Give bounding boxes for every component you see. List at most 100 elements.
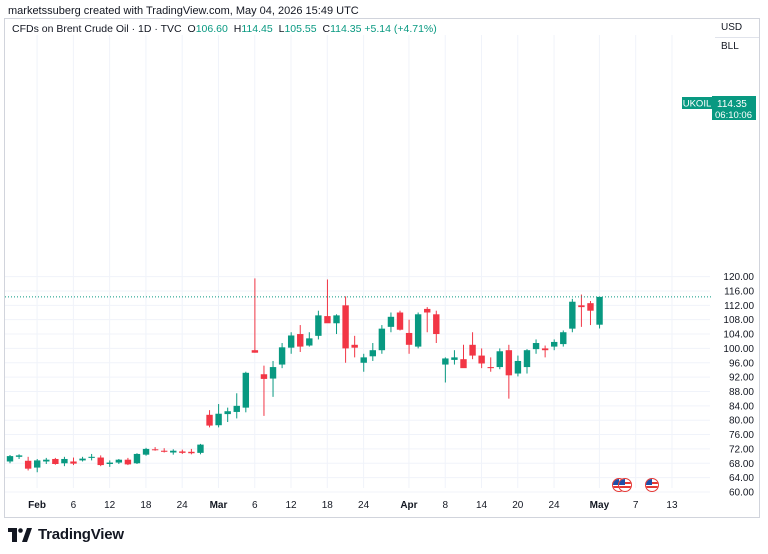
x-tick-label: 6 bbox=[252, 500, 258, 511]
candle-body bbox=[351, 344, 358, 348]
y-tick-label: 104.00 bbox=[723, 330, 754, 341]
candle-body bbox=[387, 316, 395, 327]
x-tick-label: 12 bbox=[285, 500, 297, 511]
brand-footer[interactable]: TradingView bbox=[8, 526, 124, 543]
x-tick-label: 20 bbox=[512, 500, 524, 511]
y-tick-label: 80.00 bbox=[729, 416, 754, 427]
candle-body bbox=[179, 451, 186, 453]
grid-lines bbox=[5, 35, 710, 493]
candle-body bbox=[233, 405, 240, 412]
candle-body bbox=[460, 359, 467, 369]
candle-body bbox=[6, 456, 14, 462]
candle-body bbox=[88, 456, 95, 458]
candle-body bbox=[160, 450, 168, 452]
candle-body bbox=[523, 350, 531, 368]
candle-body bbox=[306, 338, 313, 346]
candle-body bbox=[297, 334, 304, 347]
y-tick-label: 112.00 bbox=[724, 301, 754, 312]
x-tick-label: 12 bbox=[104, 500, 116, 511]
candle-body bbox=[260, 374, 268, 379]
candle-body bbox=[70, 461, 77, 464]
candles-layer bbox=[6, 278, 603, 473]
event-flag-icon[interactable] bbox=[618, 478, 632, 492]
credit-text: marketssuberg created with TradingView.c… bbox=[8, 5, 359, 17]
candle-body bbox=[278, 347, 286, 365]
open-value: 106.60 bbox=[195, 23, 228, 35]
price-tag-ticker-bg bbox=[682, 97, 712, 109]
candle-body bbox=[587, 303, 594, 311]
candle-body bbox=[333, 315, 340, 324]
candle-body bbox=[115, 459, 123, 463]
candle-body bbox=[578, 305, 585, 308]
price-axis[interactable]: 60.00 64.00 68.00 72.00 76.00 80.00 84.00 88.00… bbox=[723, 272, 754, 498]
x-tick-label: 24 bbox=[548, 500, 560, 511]
y-tick-label: 84.00 bbox=[729, 401, 754, 412]
candle-body bbox=[424, 308, 431, 313]
x-tick-label: 7 bbox=[633, 500, 639, 511]
candle-body bbox=[124, 459, 132, 465]
price-tag: UKOIL 114.35 06:10:06 bbox=[682, 96, 756, 121]
unit-label[interactable]: BLL bbox=[721, 41, 739, 52]
chart-frame bbox=[4, 18, 760, 518]
price-tag-bg bbox=[712, 96, 756, 120]
symbol-title[interactable]: CFDs on Brent Crude Oil · 1D · TVC bbox=[12, 23, 182, 35]
candle-body bbox=[52, 458, 59, 464]
x-tick-label: May bbox=[590, 500, 610, 511]
candle-body bbox=[487, 367, 494, 369]
y-tick-label: 96.00 bbox=[729, 358, 754, 369]
x-tick-label: Mar bbox=[210, 500, 228, 511]
candle-body bbox=[496, 351, 503, 368]
candle-body bbox=[478, 355, 485, 364]
candle-body bbox=[43, 459, 50, 462]
candle-body bbox=[142, 448, 150, 455]
currency-selector[interactable]: USD BLL bbox=[715, 19, 759, 61]
candle-body bbox=[514, 360, 522, 374]
candle-body bbox=[151, 449, 159, 451]
x-tick-label: 18 bbox=[322, 500, 334, 511]
candle-body bbox=[61, 458, 68, 464]
candle-body bbox=[433, 314, 440, 335]
tradingview-logo-icon bbox=[8, 527, 32, 542]
symbol-legend: CFDs on Brent Crude Oil · 1D · TVC O106.… bbox=[12, 23, 437, 35]
open-label: O bbox=[187, 23, 196, 35]
candle-body bbox=[188, 451, 195, 454]
x-tick-label: 18 bbox=[140, 500, 152, 511]
price-tag-countdown: 06:10:06 bbox=[715, 110, 752, 121]
close-value: 114.35 bbox=[330, 23, 362, 35]
low-label: L bbox=[278, 23, 285, 35]
x-tick-label: Feb bbox=[28, 500, 46, 511]
x-tick-label: 24 bbox=[358, 500, 370, 511]
candle-body bbox=[133, 453, 141, 464]
x-tick-label: Apr bbox=[400, 500, 417, 511]
y-tick-label: 68.00 bbox=[729, 459, 754, 470]
candle-body bbox=[596, 296, 603, 325]
candle-body bbox=[24, 460, 32, 469]
x-tick-label: 24 bbox=[177, 500, 189, 511]
candle-body bbox=[451, 357, 458, 360]
candle-body bbox=[251, 350, 259, 353]
currency-label[interactable]: USD bbox=[721, 22, 743, 33]
y-tick-label: 100.00 bbox=[723, 344, 754, 355]
y-tick-label: 76.00 bbox=[729, 430, 754, 441]
candle-body bbox=[541, 348, 549, 351]
candle-body bbox=[469, 344, 476, 356]
price-tag-ticker: UKOIL bbox=[683, 99, 712, 110]
candle-body bbox=[215, 413, 222, 426]
event-flag-icon[interactable] bbox=[645, 478, 659, 492]
candle-body bbox=[414, 314, 422, 347]
candle-body bbox=[106, 462, 113, 464]
candle-body bbox=[170, 450, 177, 453]
time-axis[interactable]: Feb 6 12 18 24 Mar 6 12 18 24 Apr 8 14 20 24 May 7 13 bbox=[28, 500, 678, 511]
brand-name: TradingView bbox=[38, 526, 124, 543]
candle-body bbox=[97, 457, 104, 466]
y-tick-label: 92.00 bbox=[729, 373, 754, 384]
candle-body bbox=[34, 460, 41, 468]
high-label: H bbox=[233, 23, 242, 35]
candle-body bbox=[551, 341, 558, 347]
high-value: 114.45 bbox=[241, 23, 273, 35]
x-tick-label: 13 bbox=[666, 500, 678, 511]
candle-body bbox=[206, 414, 213, 426]
candle-body bbox=[242, 372, 250, 408]
candle-body bbox=[405, 332, 413, 345]
